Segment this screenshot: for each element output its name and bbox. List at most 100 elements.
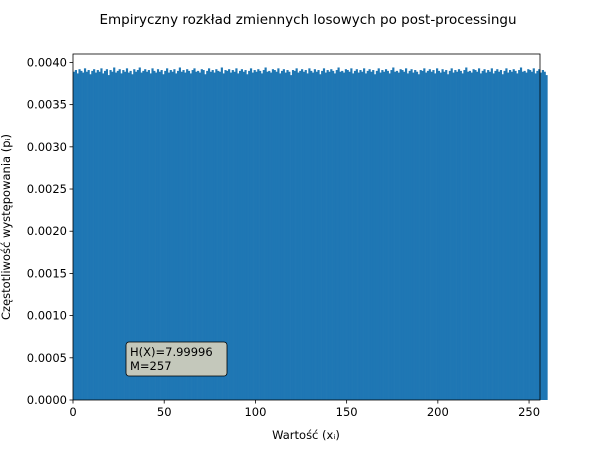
x-axis: 0 50 100 150 200 250 [69, 400, 540, 419]
histogram-bar [492, 73, 495, 400]
histogram-bar [239, 70, 242, 400]
histogram-bar [541, 70, 544, 400]
histogram-bar [530, 71, 534, 400]
histogram-bar [124, 71, 127, 400]
histogram-bar [215, 69, 218, 400]
histogram-bar [109, 70, 112, 400]
histogram-bar [171, 71, 174, 400]
histogram-bar [406, 73, 410, 400]
histogram-bar [386, 70, 389, 400]
histogram-bar [377, 68, 380, 400]
annotation-entropy: H(X)=7.99996 [130, 345, 213, 359]
histogram-bar [448, 70, 451, 400]
histogram-bar [527, 69, 530, 400]
histogram-bar [156, 69, 160, 400]
histogram-bar [153, 70, 156, 400]
histogram-bar [224, 70, 227, 400]
histogram-bar [187, 70, 191, 400]
histogram-bar [288, 71, 291, 400]
histogram-bar [193, 68, 196, 400]
histogram-bar [217, 70, 220, 400]
histogram-bar [310, 70, 313, 400]
histogram-bar [244, 70, 247, 400]
histogram-bar [412, 72, 415, 400]
histogram-bar [465, 67, 468, 400]
histogram-bar [359, 70, 362, 400]
histogram-bar [131, 74, 134, 400]
histogram-bar [136, 70, 140, 400]
histogram-bar [198, 72, 202, 400]
bars-group [73, 67, 548, 400]
histogram-bar [355, 69, 358, 400]
histogram-bar [395, 70, 399, 400]
histogram-bar [290, 75, 293, 400]
histogram-bar [127, 72, 130, 400]
histogram-bar [332, 70, 335, 400]
histogram-bar [279, 73, 282, 400]
histogram-bar [178, 67, 181, 400]
histogram-bar [200, 69, 203, 400]
y-axis-label: Częstotliwość występowania (pᵢ) [0, 134, 13, 320]
histogram-bar [408, 70, 411, 400]
histogram-bar [237, 73, 240, 400]
histogram-bar [353, 70, 357, 400]
histogram-bar [512, 69, 515, 400]
histogram-bar [211, 70, 214, 400]
y-tick-label: 0.0035 [27, 98, 67, 112]
y-tick-label: 0.0030 [27, 140, 67, 154]
histogram-bar [297, 72, 300, 400]
histogram-bar [118, 69, 121, 400]
histogram-bar [266, 71, 269, 400]
histogram-bar [315, 71, 318, 400]
histogram-bar [142, 70, 145, 400]
histogram-bar [414, 70, 417, 400]
histogram-bar [228, 69, 231, 400]
histogram-bar [342, 72, 346, 400]
histogram-bar [248, 70, 251, 400]
histogram-bar [282, 69, 285, 400]
histogram-bar [381, 70, 384, 400]
histogram-bar [160, 70, 163, 400]
histogram-bar [346, 70, 349, 400]
histogram-bar [430, 71, 433, 400]
histogram-bar [73, 71, 76, 400]
histogram-bar [366, 70, 369, 400]
histogram-bar [405, 68, 408, 400]
histogram-bar [446, 74, 450, 400]
histogram-bar [454, 70, 457, 400]
histogram-bar [394, 71, 397, 400]
histogram-bar [463, 70, 466, 400]
histogram-bar [255, 71, 258, 400]
histogram-bar [107, 75, 110, 400]
x-tick-label: 50 [157, 405, 172, 419]
histogram-bar [166, 68, 169, 400]
histogram-bar [260, 73, 264, 400]
histogram-bar [229, 72, 233, 400]
histogram-bar [206, 70, 209, 400]
y-tick-label: 0.0015 [27, 266, 67, 280]
histogram-bar [169, 70, 172, 400]
histogram-bar [523, 70, 526, 400]
histogram-bar [425, 72, 428, 400]
histogram-bar [133, 69, 136, 400]
histogram-bar [326, 70, 329, 400]
histogram-bar [476, 71, 479, 400]
histogram-bar [399, 69, 402, 400]
histogram-bar [519, 67, 523, 400]
histogram-bar [82, 72, 85, 400]
histogram-bar [364, 73, 368, 400]
histogram-bar [379, 72, 382, 400]
histogram-bar [129, 70, 132, 400]
histogram-bar [341, 70, 344, 400]
histogram-bar [138, 67, 141, 400]
histogram-bar [189, 73, 192, 400]
histogram-bar [434, 73, 437, 400]
histogram-bar [457, 69, 461, 400]
histogram-bar [83, 68, 87, 400]
histogram-bar [494, 70, 497, 400]
histogram-bar [286, 70, 289, 400]
histogram-bar [328, 71, 331, 400]
histogram-bar [317, 70, 320, 400]
histogram-bar [467, 71, 470, 400]
histogram-bar [277, 68, 280, 400]
